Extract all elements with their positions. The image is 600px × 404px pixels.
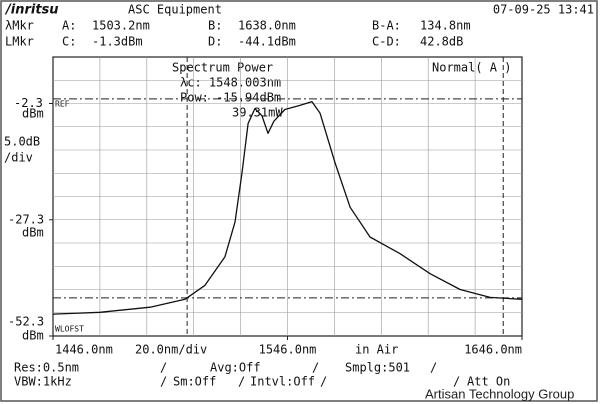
marker-name: C: (62, 35, 76, 49)
marker-name: B-A: (372, 19, 401, 33)
separator: / (312, 361, 319, 375)
setting: Intvl:Off (250, 375, 315, 389)
separator: / (430, 361, 437, 375)
marker-value: -44.1dBm (238, 35, 296, 49)
trace (52, 100, 523, 315)
x-tick-label: 1646.0nm (464, 343, 522, 357)
y-tick-label: -52.3 (8, 315, 44, 329)
marker-value: 1503.2nm (92, 19, 150, 33)
y-unit: dBm (22, 226, 44, 240)
annotation: 39.31mW (232, 106, 283, 120)
level-marker-label: LMkr (5, 35, 34, 49)
separator: / (160, 375, 167, 389)
y-tick-label: -27.3 (8, 212, 44, 226)
marker-name: C-D: (372, 35, 401, 49)
setting: Avg:Off (210, 361, 261, 375)
offset-label: WLOFST (55, 325, 84, 334)
medium: in Air (355, 343, 398, 357)
y-tick-label: -2.3 (14, 96, 43, 110)
annotation: Pow: -15.94dBm (180, 91, 281, 105)
setting: Att On (467, 375, 510, 389)
wl-marker-label: λMkr (5, 19, 34, 33)
separator: / (160, 361, 167, 375)
marker-name: B: (208, 19, 222, 33)
marker-value: -1.3dBm (92, 35, 143, 49)
marker-name: A: (62, 19, 76, 33)
ref-label: REF (55, 100, 70, 109)
setting: VBW:1kHz (14, 375, 72, 389)
separator: / (453, 375, 460, 389)
marker-value: 1638.0nm (238, 19, 296, 33)
x-tick-label: 1546.0nm (259, 343, 317, 357)
y-unit: dBm (22, 329, 44, 343)
annotation: λc: 1548.003nm (180, 76, 281, 90)
setting: Res:0.5nm (14, 361, 79, 375)
separator: / (238, 375, 245, 389)
y-scale: 5.0dB (4, 135, 40, 149)
watermark: Artisan Technology Group (425, 386, 574, 401)
marker-name: D: (208, 35, 222, 49)
setting: Sm:Off (173, 375, 216, 389)
logo: /inritsu (4, 3, 59, 18)
x-scale: 20.0nm/div (135, 343, 207, 357)
mode: Normal( A ) (432, 61, 511, 75)
y-unit: dBm (22, 107, 44, 121)
marker-value: 42.8dB (420, 35, 463, 49)
separator: / (320, 375, 327, 389)
marker-value: 134.8nm (420, 19, 471, 33)
title: ASC Equipment (128, 3, 222, 17)
x-tick-label: 1446.0nm (55, 343, 113, 357)
datetime: 07-09-25 13:41 (493, 3, 594, 17)
setting: Smplg:501 (345, 361, 410, 375)
chart-title: Spectrum Power (172, 61, 273, 75)
y-scale-unit: /div (4, 151, 33, 165)
